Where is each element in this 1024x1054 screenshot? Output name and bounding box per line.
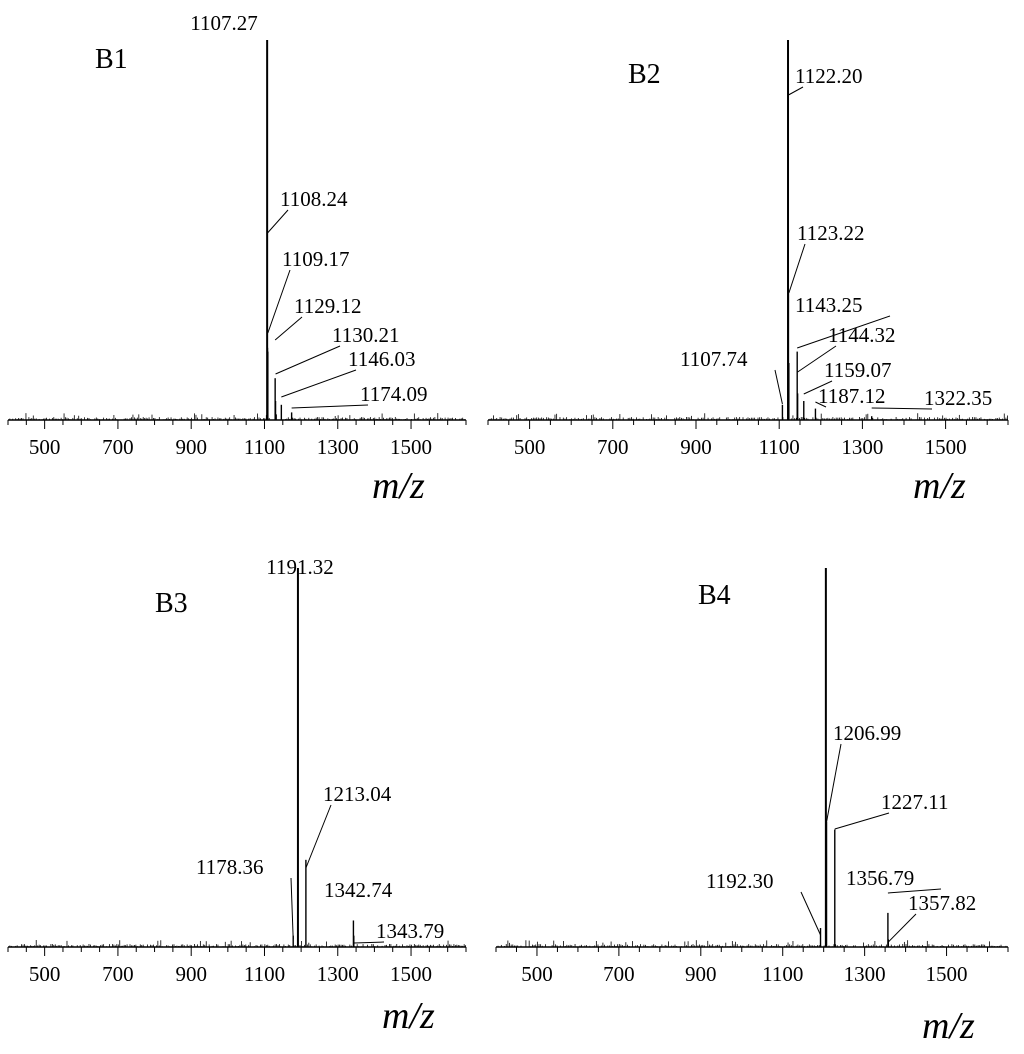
peak-label-1107.27: 1107.27 [190,11,257,35]
leader-line [305,804,332,869]
x-axis-label: m/z [922,1005,975,1047]
peak-label-1187.12: 1187.12 [818,384,885,408]
peak-label-1227.11: 1227.11 [881,790,948,814]
peak-label-1144.32: 1144.32 [828,323,895,347]
x-tick-label: 700 [102,962,134,986]
x-tick-label: 1100 [759,435,800,459]
x-tick-label: 700 [603,962,635,986]
peak-label-1159.07: 1159.07 [824,358,891,382]
x-tick-label: 900 [175,962,207,986]
leader-line [290,877,294,940]
spectrum-panel-b3: 500 700 900 1100 1300 1500 1191.32 1213.04 1342.… [7,555,467,1037]
x-tick-label: 1300 [844,962,886,986]
x-axis-label: m/z [372,465,425,507]
x-tick-label: 1100 [762,962,803,986]
spectrum-panel-b2: 5007009001100130015001121.201122.201123.… [487,40,1009,507]
leader-line [815,401,827,408]
peak-label-1129.12: 1129.12 [294,294,361,318]
leader-line [803,380,833,395]
peak-label-1178.36: 1178.36 [196,855,263,879]
x-tick-label: 500 [514,435,546,459]
peak-label-1174.09: 1174.09 [360,382,427,406]
panel-label-b4: B4 [698,580,731,611]
leader-line [797,345,837,373]
peak-label-1192.30: 1192.30 [706,869,773,893]
leader-line [281,369,357,398]
leader-line [826,743,842,823]
peak-label-1123.22: 1123.22 [797,221,864,245]
leader-line [267,269,291,334]
spectrum-panel-b1: 500 700 900 1100 1300 1500 1107.27 1108.24 1109.… [7,11,467,507]
leader-line [800,891,821,936]
peak-label-1122.20: 1122.20 [795,64,862,88]
x-axis-label: m/z [913,465,966,507]
peak-label-1109.17: 1109.17 [282,247,349,271]
x-tick-label: 1100 [244,962,285,986]
leader-line [275,345,341,375]
leader-line [274,316,303,341]
x-axis-label: m/z [382,995,435,1037]
peak-label-1342.74: 1342.74 [324,878,393,902]
x-tick-label: 1500 [390,435,432,459]
peak-label-1213.04: 1213.04 [323,782,392,806]
peak-label-1206.99: 1206.99 [833,721,901,745]
x-tick-label: 1100 [244,435,285,459]
spectrum-panel-b4: 5007009001100130015001205.341206.991227.… [495,568,1009,1047]
peak-label-1146.03: 1146.03 [348,347,415,371]
panel-label-b1: B1 [95,44,128,75]
x-tick-label: 500 [29,962,61,986]
panel-label-b3: B3 [155,588,188,619]
peak-label-1343.79: 1343.79 [376,919,444,943]
x-tick-label: 1500 [390,962,432,986]
leader-line [774,369,783,405]
x-tick-label: 900 [685,962,717,986]
peak-label-1322.35: 1322.35 [924,386,992,410]
x-tick-label: 900 [175,435,207,459]
x-tick-label: 1300 [317,962,359,986]
x-tick-label: 1300 [841,435,883,459]
x-tick-label: 1500 [925,435,967,459]
x-tick-label: 900 [680,435,712,459]
leader-line [267,209,289,234]
x-tick-label: 700 [597,435,629,459]
leader-line [834,812,890,830]
leader-line [788,86,804,96]
peak-label-1356.79: 1356.79 [846,866,914,890]
x-tick-label: 700 [102,435,134,459]
x-tick-label: 500 [29,435,61,459]
peak-label-1130.21: 1130.21 [332,323,399,347]
peak-label-1108.24: 1108.24 [280,187,348,211]
x-tick-label: 1300 [317,435,359,459]
x-tick-label: 500 [521,962,553,986]
leader-line [887,888,942,894]
panel-label-b2: B2 [628,59,661,90]
leader-line [797,315,891,349]
leader-line [887,913,917,943]
leader-line [353,941,385,944]
peak-label-1143.25: 1143.25 [795,293,862,317]
peak-label-1357.82: 1357.82 [908,891,976,915]
x-tick-label: 1500 [926,962,968,986]
leader-line [291,404,369,409]
peak-label-1107.74: 1107.74 [680,347,748,371]
leader-line [788,243,806,294]
leader-line [871,407,933,410]
peak-label-1191.32: 1191.32 [266,555,333,579]
